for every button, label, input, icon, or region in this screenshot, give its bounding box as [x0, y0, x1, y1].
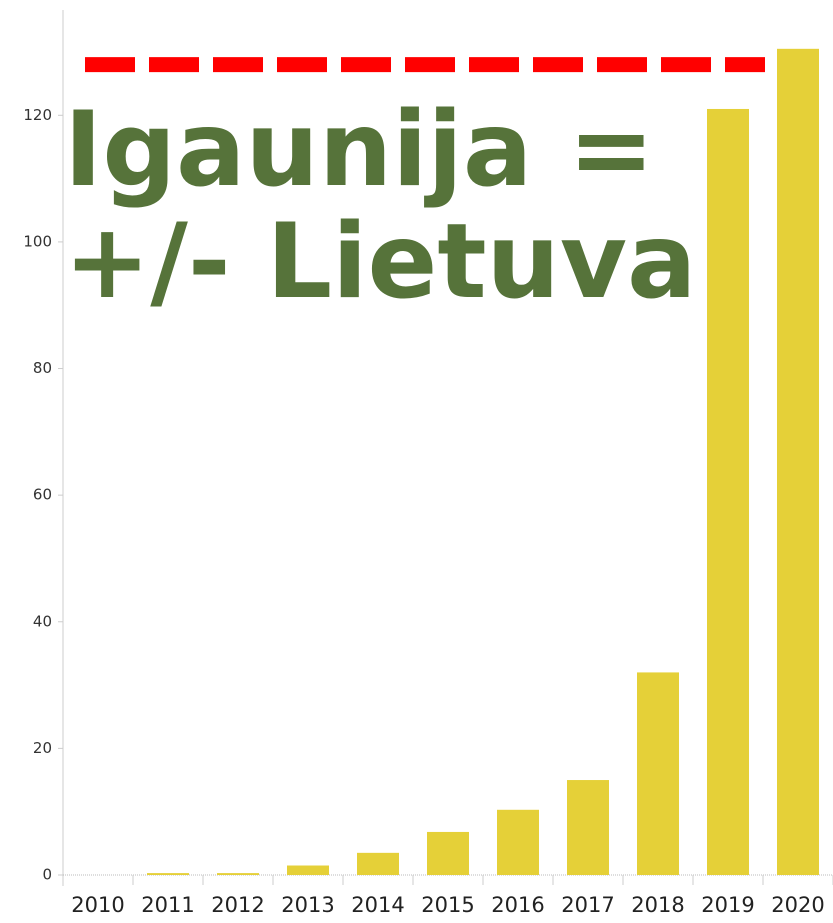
bar	[147, 873, 189, 875]
bar	[217, 873, 259, 875]
bar	[637, 672, 679, 875]
x-tick-label: 2018	[631, 893, 684, 917]
x-tick-label: 2020	[771, 893, 824, 917]
y-tick-label: 120	[23, 106, 52, 124]
bar	[497, 809, 539, 875]
x-tick-label: 2014	[351, 893, 404, 917]
bar	[567, 780, 609, 875]
annotation: Igaunija =	[64, 90, 655, 210]
bar	[427, 831, 469, 875]
y-tick-label: 40	[33, 612, 52, 630]
bar	[357, 852, 399, 875]
bar	[777, 48, 819, 876]
bar	[707, 108, 749, 875]
y-tick-label: 20	[33, 739, 52, 757]
x-tick-label: 2012	[211, 893, 264, 917]
y-tick-label: 0	[42, 866, 52, 884]
x-tick-label: 2011	[141, 893, 194, 917]
y-tick-label: 100	[23, 232, 52, 250]
x-tick-label: 2017	[561, 893, 614, 917]
x-tick-label: 2013	[281, 893, 334, 917]
x-tick-label: 2015	[421, 893, 474, 917]
bar	[287, 865, 329, 875]
x-tick-label: 2016	[491, 893, 544, 917]
y-tick-label: 80	[33, 359, 52, 377]
x-tick-label: 2010	[71, 893, 124, 917]
x-tick-label: 2019	[701, 893, 754, 917]
annotation: +/- Lietuva	[64, 202, 697, 322]
y-tick-label: 60	[33, 486, 52, 504]
